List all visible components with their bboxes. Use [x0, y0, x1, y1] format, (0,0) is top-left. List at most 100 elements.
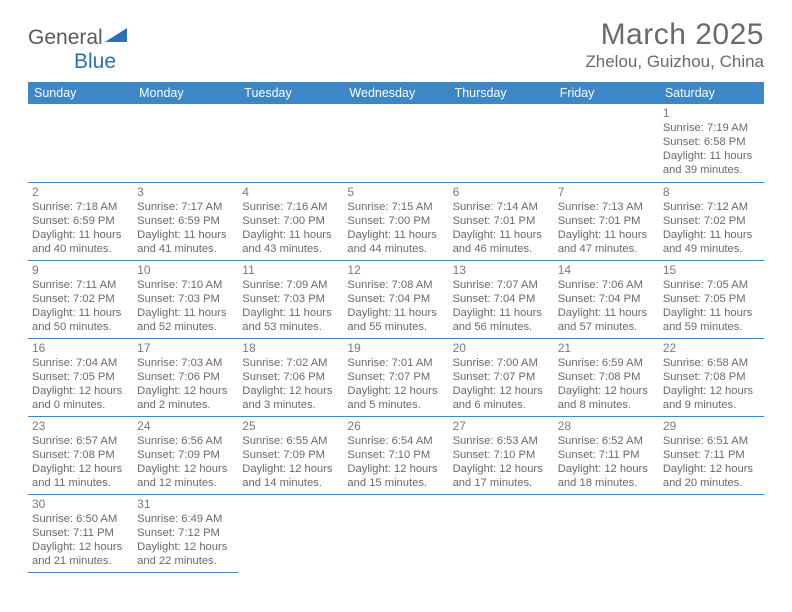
- day-detail: Sunrise: 6:59 AMSunset: 7:08 PMDaylight:…: [558, 356, 655, 412]
- calendar-cell: 9Sunrise: 7:11 AMSunset: 7:02 PMDaylight…: [28, 260, 133, 338]
- logo-triangle-icon: [105, 24, 127, 48]
- calendar-cell: 30Sunrise: 6:50 AMSunset: 7:11 PMDayligh…: [28, 494, 133, 572]
- calendar-cell: [133, 104, 238, 182]
- day-number: 10: [137, 263, 234, 277]
- day-number: 26: [347, 419, 444, 433]
- page-title: March 2025: [585, 18, 764, 52]
- calendar-table: SundayMondayTuesdayWednesdayThursdayFrid…: [28, 82, 764, 573]
- day-number: 29: [663, 419, 760, 433]
- day-number: 4: [242, 185, 339, 199]
- day-number: 12: [347, 263, 444, 277]
- day-detail: Sunrise: 7:11 AMSunset: 7:02 PMDaylight:…: [32, 278, 129, 334]
- day-detail: Sunrise: 6:53 AMSunset: 7:10 PMDaylight:…: [453, 434, 550, 490]
- weekday-header: Monday: [133, 82, 238, 104]
- calendar-cell: 3Sunrise: 7:17 AMSunset: 6:59 PMDaylight…: [133, 182, 238, 260]
- calendar-cell: 2Sunrise: 7:18 AMSunset: 6:59 PMDaylight…: [28, 182, 133, 260]
- day-detail: Sunrise: 7:01 AMSunset: 7:07 PMDaylight:…: [347, 356, 444, 412]
- day-detail: Sunrise: 7:18 AMSunset: 6:59 PMDaylight:…: [32, 200, 129, 256]
- calendar-cell: 21Sunrise: 6:59 AMSunset: 7:08 PMDayligh…: [554, 338, 659, 416]
- calendar-cell: [238, 494, 343, 572]
- logo-text: General Blue: [28, 24, 127, 74]
- day-number: 9: [32, 263, 129, 277]
- weekday-header: Wednesday: [343, 82, 448, 104]
- day-detail: Sunrise: 7:05 AMSunset: 7:05 PMDaylight:…: [663, 278, 760, 334]
- day-detail: Sunrise: 7:00 AMSunset: 7:07 PMDaylight:…: [453, 356, 550, 412]
- day-detail: Sunrise: 7:08 AMSunset: 7:04 PMDaylight:…: [347, 278, 444, 334]
- day-number: 3: [137, 185, 234, 199]
- day-detail: Sunrise: 7:09 AMSunset: 7:03 PMDaylight:…: [242, 278, 339, 334]
- calendar-cell: 5Sunrise: 7:15 AMSunset: 7:00 PMDaylight…: [343, 182, 448, 260]
- day-number: 11: [242, 263, 339, 277]
- calendar-cell: 25Sunrise: 6:55 AMSunset: 7:09 PMDayligh…: [238, 416, 343, 494]
- calendar-cell: [449, 494, 554, 572]
- day-detail: Sunrise: 6:58 AMSunset: 7:08 PMDaylight:…: [663, 356, 760, 412]
- day-number: 25: [242, 419, 339, 433]
- calendar-cell: 6Sunrise: 7:14 AMSunset: 7:01 PMDaylight…: [449, 182, 554, 260]
- calendar-cell: 11Sunrise: 7:09 AMSunset: 7:03 PMDayligh…: [238, 260, 343, 338]
- day-number: 27: [453, 419, 550, 433]
- day-detail: Sunrise: 6:57 AMSunset: 7:08 PMDaylight:…: [32, 434, 129, 490]
- day-detail: Sunrise: 6:55 AMSunset: 7:09 PMDaylight:…: [242, 434, 339, 490]
- day-number: 5: [347, 185, 444, 199]
- calendar-cell: 14Sunrise: 7:06 AMSunset: 7:04 PMDayligh…: [554, 260, 659, 338]
- day-number: 17: [137, 341, 234, 355]
- day-detail: Sunrise: 7:15 AMSunset: 7:00 PMDaylight:…: [347, 200, 444, 256]
- calendar-cell: 4Sunrise: 7:16 AMSunset: 7:00 PMDaylight…: [238, 182, 343, 260]
- calendar-cell: [554, 494, 659, 572]
- calendar-cell: 18Sunrise: 7:02 AMSunset: 7:06 PMDayligh…: [238, 338, 343, 416]
- calendar-cell: 8Sunrise: 7:12 AMSunset: 7:02 PMDaylight…: [659, 182, 764, 260]
- day-number: 15: [663, 263, 760, 277]
- day-detail: Sunrise: 7:04 AMSunset: 7:05 PMDaylight:…: [32, 356, 129, 412]
- day-detail: Sunrise: 7:17 AMSunset: 6:59 PMDaylight:…: [137, 200, 234, 256]
- calendar-cell: 26Sunrise: 6:54 AMSunset: 7:10 PMDayligh…: [343, 416, 448, 494]
- title-block: March 2025 Zhelou, Guizhou, China: [585, 18, 764, 72]
- day-detail: Sunrise: 7:07 AMSunset: 7:04 PMDaylight:…: [453, 278, 550, 334]
- day-number: 18: [242, 341, 339, 355]
- calendar-cell: [238, 104, 343, 182]
- logo-general: General: [28, 26, 103, 49]
- calendar-cell: [659, 494, 764, 572]
- calendar-cell: 22Sunrise: 6:58 AMSunset: 7:08 PMDayligh…: [659, 338, 764, 416]
- day-detail: Sunrise: 6:56 AMSunset: 7:09 PMDaylight:…: [137, 434, 234, 490]
- day-detail: Sunrise: 6:51 AMSunset: 7:11 PMDaylight:…: [663, 434, 760, 490]
- weekday-header: Saturday: [659, 82, 764, 104]
- day-detail: Sunrise: 7:12 AMSunset: 7:02 PMDaylight:…: [663, 200, 760, 256]
- day-number: 13: [453, 263, 550, 277]
- calendar-cell: 31Sunrise: 6:49 AMSunset: 7:12 PMDayligh…: [133, 494, 238, 572]
- calendar-cell: [449, 104, 554, 182]
- day-number: 23: [32, 419, 129, 433]
- day-number: 21: [558, 341, 655, 355]
- day-detail: Sunrise: 7:13 AMSunset: 7:01 PMDaylight:…: [558, 200, 655, 256]
- day-detail: Sunrise: 7:02 AMSunset: 7:06 PMDaylight:…: [242, 356, 339, 412]
- logo-blue: Blue: [74, 50, 116, 73]
- day-detail: Sunrise: 7:16 AMSunset: 7:00 PMDaylight:…: [242, 200, 339, 256]
- day-number: 31: [137, 497, 234, 511]
- day-detail: Sunrise: 6:54 AMSunset: 7:10 PMDaylight:…: [347, 434, 444, 490]
- day-number: 1: [663, 106, 760, 120]
- calendar-header: SundayMondayTuesdayWednesdayThursdayFrid…: [28, 82, 764, 104]
- day-number: 20: [453, 341, 550, 355]
- location-subtitle: Zhelou, Guizhou, China: [585, 52, 764, 72]
- logo: General Blue: [28, 18, 127, 74]
- calendar-cell: 13Sunrise: 7:07 AMSunset: 7:04 PMDayligh…: [449, 260, 554, 338]
- calendar-cell: 28Sunrise: 6:52 AMSunset: 7:11 PMDayligh…: [554, 416, 659, 494]
- calendar-body: 1Sunrise: 7:19 AMSunset: 6:58 PMDaylight…: [28, 104, 764, 572]
- day-detail: Sunrise: 7:06 AMSunset: 7:04 PMDaylight:…: [558, 278, 655, 334]
- day-detail: Sunrise: 6:52 AMSunset: 7:11 PMDaylight:…: [558, 434, 655, 490]
- calendar-cell: [343, 104, 448, 182]
- calendar-cell: 27Sunrise: 6:53 AMSunset: 7:10 PMDayligh…: [449, 416, 554, 494]
- day-detail: Sunrise: 7:10 AMSunset: 7:03 PMDaylight:…: [137, 278, 234, 334]
- calendar-cell: 12Sunrise: 7:08 AMSunset: 7:04 PMDayligh…: [343, 260, 448, 338]
- calendar-cell: 20Sunrise: 7:00 AMSunset: 7:07 PMDayligh…: [449, 338, 554, 416]
- day-number: 8: [663, 185, 760, 199]
- weekday-header: Friday: [554, 82, 659, 104]
- calendar-cell: 24Sunrise: 6:56 AMSunset: 7:09 PMDayligh…: [133, 416, 238, 494]
- weekday-header: Tuesday: [238, 82, 343, 104]
- calendar-cell: 10Sunrise: 7:10 AMSunset: 7:03 PMDayligh…: [133, 260, 238, 338]
- day-detail: Sunrise: 7:14 AMSunset: 7:01 PMDaylight:…: [453, 200, 550, 256]
- calendar-cell: 16Sunrise: 7:04 AMSunset: 7:05 PMDayligh…: [28, 338, 133, 416]
- day-number: 22: [663, 341, 760, 355]
- day-number: 16: [32, 341, 129, 355]
- day-detail: Sunrise: 7:19 AMSunset: 6:58 PMDaylight:…: [663, 121, 760, 177]
- calendar-cell: 17Sunrise: 7:03 AMSunset: 7:06 PMDayligh…: [133, 338, 238, 416]
